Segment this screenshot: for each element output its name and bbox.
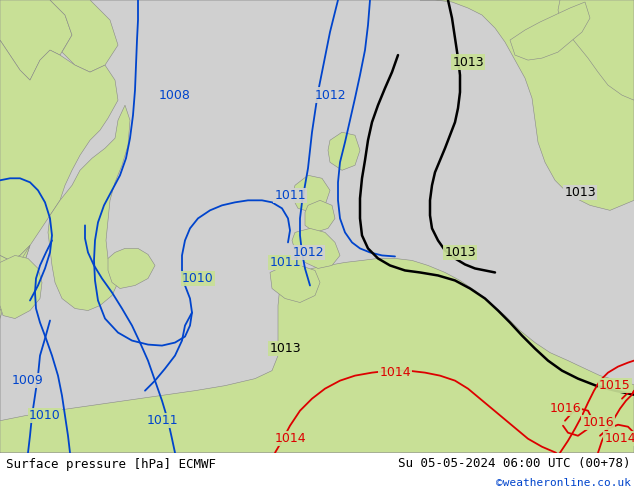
Text: ©weatheronline.co.uk: ©weatheronline.co.uk — [496, 478, 631, 489]
Polygon shape — [48, 105, 130, 311]
Text: 1013: 1013 — [444, 246, 476, 259]
Polygon shape — [0, 0, 634, 453]
Polygon shape — [0, 40, 118, 261]
Text: 1011: 1011 — [269, 256, 301, 269]
Text: 1014: 1014 — [379, 366, 411, 379]
Text: 1010: 1010 — [182, 272, 214, 285]
Polygon shape — [270, 266, 320, 302]
Text: 1013: 1013 — [564, 186, 596, 199]
Polygon shape — [108, 248, 155, 289]
Polygon shape — [305, 200, 335, 232]
Polygon shape — [0, 258, 634, 453]
Text: 1014: 1014 — [274, 432, 306, 445]
Polygon shape — [50, 0, 118, 72]
Text: 1013: 1013 — [452, 55, 484, 69]
Text: 1016: 1016 — [549, 402, 581, 415]
Text: 1016: 1016 — [582, 416, 614, 429]
Text: 1008: 1008 — [159, 89, 191, 101]
Polygon shape — [420, 0, 634, 210]
Text: 1014: 1014 — [604, 432, 634, 445]
Text: 1011: 1011 — [274, 189, 306, 202]
Polygon shape — [0, 0, 72, 80]
Polygon shape — [510, 2, 590, 60]
Polygon shape — [0, 245, 30, 311]
Polygon shape — [292, 175, 330, 212]
Text: 1013: 1013 — [269, 342, 301, 355]
Polygon shape — [328, 132, 360, 171]
Text: 1015: 1015 — [599, 379, 631, 392]
Polygon shape — [558, 0, 634, 100]
Text: 1010: 1010 — [29, 409, 61, 422]
Text: 1009: 1009 — [12, 374, 44, 387]
Text: 1011: 1011 — [146, 414, 178, 427]
Polygon shape — [292, 228, 340, 269]
Polygon shape — [0, 255, 42, 318]
Text: 1012: 1012 — [292, 246, 324, 259]
Text: 1012: 1012 — [314, 89, 346, 101]
Text: Su 05-05-2024 06:00 UTC (00+78): Su 05-05-2024 06:00 UTC (00+78) — [398, 457, 631, 470]
Text: Surface pressure [hPa] ECMWF: Surface pressure [hPa] ECMWF — [6, 458, 216, 471]
Polygon shape — [0, 245, 30, 318]
